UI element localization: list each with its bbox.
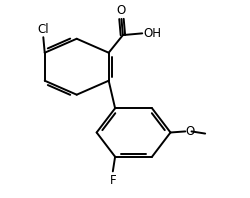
Text: O: O <box>186 125 195 138</box>
Text: Cl: Cl <box>38 23 49 35</box>
Text: F: F <box>110 173 116 187</box>
Text: O: O <box>117 4 126 17</box>
Text: OH: OH <box>143 27 161 40</box>
